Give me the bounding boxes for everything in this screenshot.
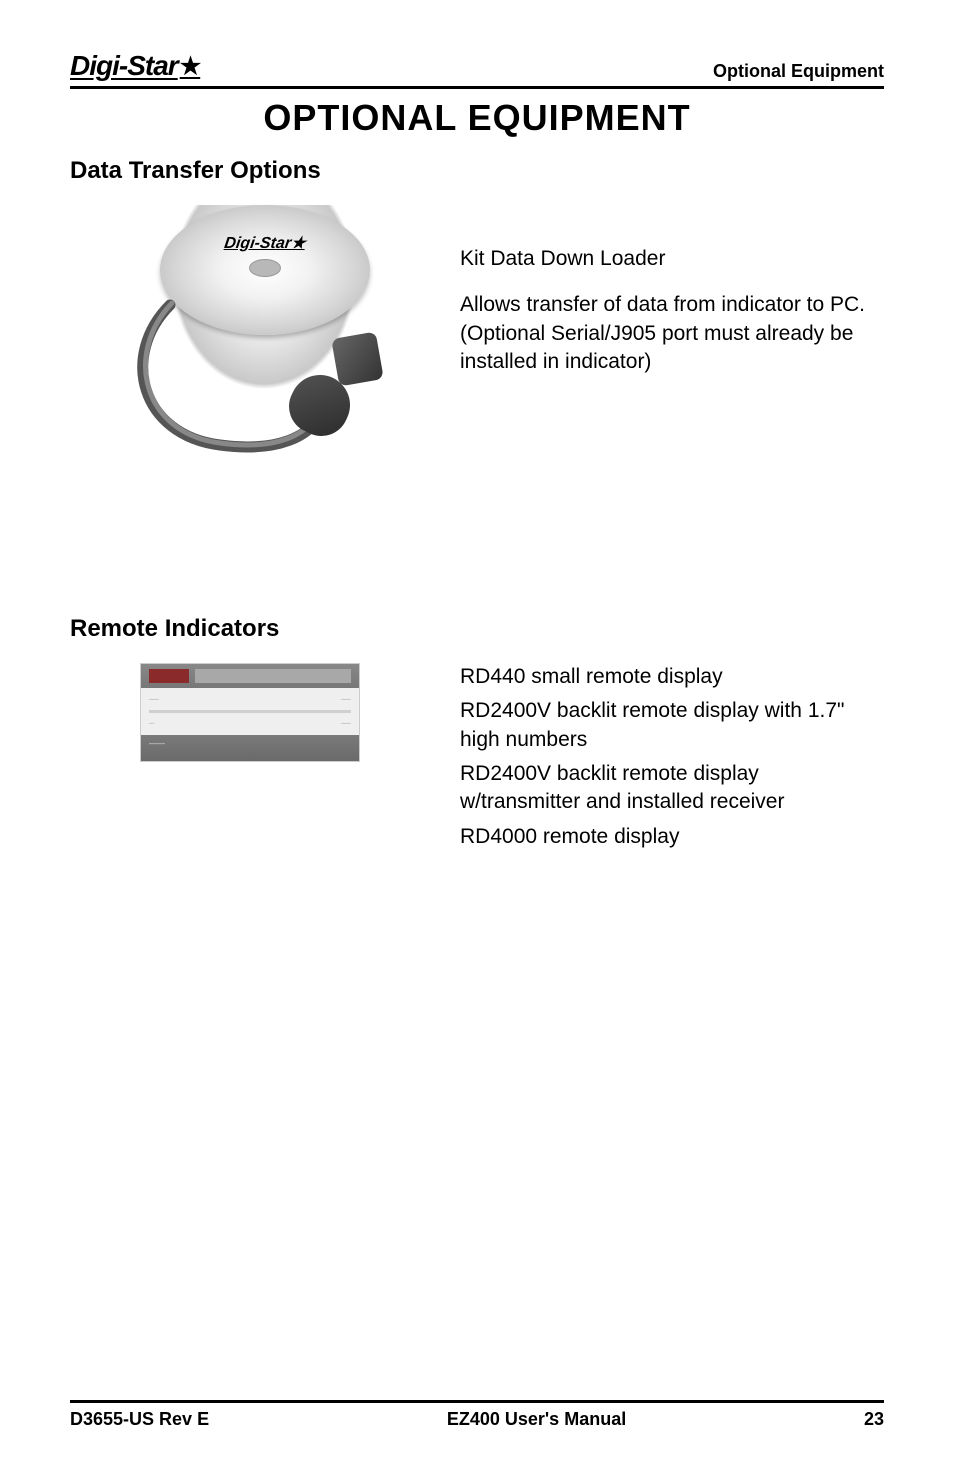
list-item: RD4000 remote display (460, 823, 884, 851)
logo-text: Digi-Star (70, 50, 178, 82)
header-section-label: Optional Equipment (713, 61, 884, 82)
page-header: Digi-Star★ Optional Equipment (70, 50, 884, 82)
section-heading-data-transfer: Data Transfer Options (70, 157, 884, 185)
section-remote-indicators: Remote Indicators —— –— —— RD440 small r… (70, 615, 884, 857)
brand-logo: Digi-Star★ (70, 50, 200, 82)
footer-rule (70, 1400, 884, 1403)
disc-logo-text: Digi-Star★ (223, 233, 307, 253)
list-item: RD440 small remote display (460, 663, 884, 691)
section-heading-remote: Remote Indicators (70, 615, 884, 643)
list-item: RD2400V backlit remote display with 1.7"… (460, 697, 884, 754)
remote-items-list: RD440 small remote display RD2400V backl… (460, 663, 884, 857)
data-loader-text: Kit Data Down Loader Allows transfer of … (460, 205, 884, 394)
page-title: OPTIONAL EQUIPMENT (70, 97, 884, 139)
page-footer: D3655-US Rev E EZ400 User's Manual 23 (70, 1400, 884, 1430)
header-rule (70, 86, 884, 89)
footer-right: 23 (864, 1409, 884, 1430)
item-title: Kit Data Down Loader (460, 245, 884, 273)
footer-left: D3655-US Rev E (70, 1409, 209, 1430)
remote-display-image: —— –— —— (70, 663, 430, 762)
star-icon: ★ (180, 52, 201, 81)
section-data-transfer: Data Transfer Options Digi-Star★ Kit Da (70, 157, 884, 465)
item-description: Allows transfer of data from indicator t… (460, 291, 884, 376)
data-loader-image: Digi-Star★ (70, 205, 430, 465)
list-item: RD2400V backlit remote display w/transmi… (460, 760, 884, 817)
footer-center: EZ400 User's Manual (447, 1409, 626, 1430)
